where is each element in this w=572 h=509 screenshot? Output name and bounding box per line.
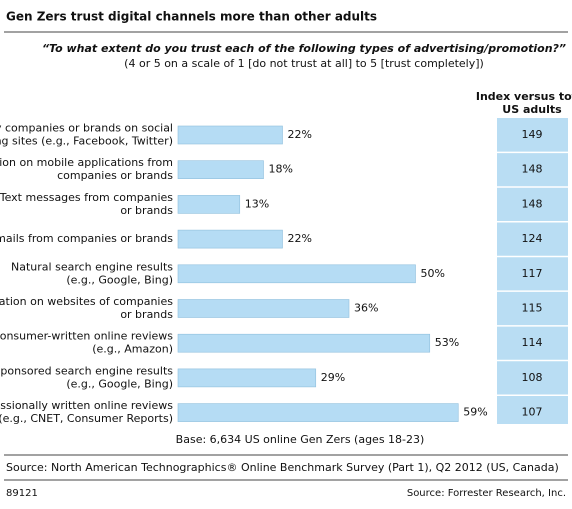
category-label: Information on mobile applications from bbox=[0, 156, 173, 169]
credit: Source: Forrester Research, Inc. bbox=[407, 488, 566, 499]
category-label: Natural search engine results bbox=[11, 260, 173, 273]
category-label: Posts by companies or brands on social bbox=[0, 122, 173, 135]
index-value: 107 bbox=[522, 406, 543, 419]
subtitle: “To what extent do you trust each of the… bbox=[42, 42, 566, 55]
value-label: 18% bbox=[269, 163, 293, 176]
value-label: 13% bbox=[245, 197, 269, 210]
category-label: Sponsored search engine results bbox=[0, 364, 173, 377]
bar bbox=[177, 403, 459, 422]
base-note: Base: 6,634 US online Gen Zers (ages 18-… bbox=[176, 433, 425, 446]
category-label: or brands bbox=[120, 204, 173, 217]
index-value: 115 bbox=[522, 302, 543, 315]
value-label: 29% bbox=[321, 371, 345, 384]
category-label: (e.g., Google, Bing) bbox=[66, 377, 173, 390]
chart-title: Gen Zers trust digital channels more tha… bbox=[6, 10, 377, 24]
category-label: (e.g., CNET, Consumer Reports) bbox=[0, 412, 173, 425]
value-label: 22% bbox=[288, 128, 312, 141]
value-label: 22% bbox=[288, 232, 312, 245]
index-column bbox=[497, 118, 568, 424]
bar bbox=[177, 125, 283, 145]
value-label: 50% bbox=[421, 267, 445, 280]
category-label: or brands bbox=[120, 308, 173, 321]
subtitle: (4 or 5 on a scale of 1 [do not trust at… bbox=[124, 57, 484, 70]
category-label: Information on websites of companies bbox=[0, 295, 173, 308]
value-label: 53% bbox=[435, 336, 459, 349]
bar bbox=[177, 264, 416, 284]
category-label: networking sites (e.g., Facebook, Twitte… bbox=[0, 135, 173, 148]
index-value: 148 bbox=[522, 163, 543, 176]
index-value: 108 bbox=[522, 371, 543, 384]
chart-id: 89121 bbox=[6, 488, 38, 499]
value-label: 36% bbox=[354, 302, 378, 315]
bar bbox=[177, 368, 317, 388]
index-value: 117 bbox=[522, 267, 543, 280]
bar bbox=[177, 229, 283, 249]
category-label: Consumer-written online reviews bbox=[0, 330, 173, 343]
bar bbox=[177, 160, 264, 179]
bar bbox=[177, 333, 431, 353]
index-value: 148 bbox=[522, 197, 543, 210]
category-label: Professionally written online reviews bbox=[0, 399, 173, 412]
category-label: Emails from companies or brands bbox=[0, 232, 173, 245]
index-value: 124 bbox=[522, 232, 543, 245]
bar bbox=[177, 299, 350, 318]
index-header: Index versus total bbox=[476, 90, 572, 103]
source: Source: North American Technographics® O… bbox=[6, 461, 559, 474]
index-header: US adults bbox=[502, 103, 562, 116]
category-label: companies or brands bbox=[57, 169, 173, 182]
bar bbox=[177, 195, 241, 214]
category-label: (e.g., Amazon) bbox=[92, 343, 173, 356]
index-value: 149 bbox=[522, 128, 543, 141]
index-value: 114 bbox=[522, 336, 543, 349]
value-label: 59% bbox=[463, 406, 487, 419]
category-label: (e.g., Google, Bing) bbox=[66, 273, 173, 286]
category-label: Text messages from companies bbox=[0, 191, 173, 204]
